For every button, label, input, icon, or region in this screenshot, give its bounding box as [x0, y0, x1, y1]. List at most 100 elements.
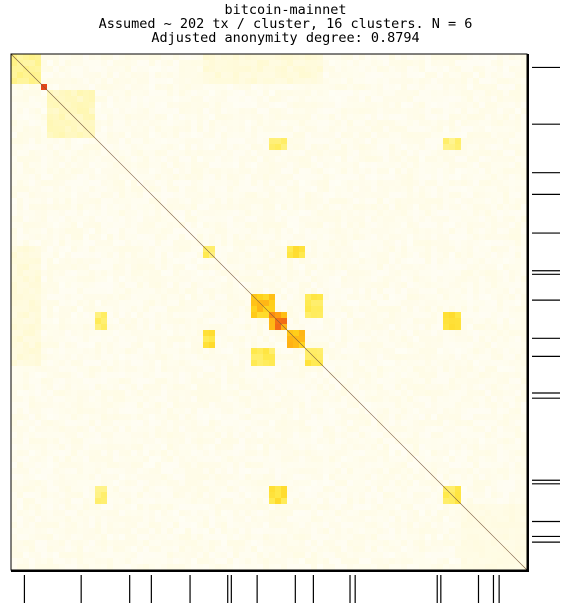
heatmap-cell — [485, 198, 492, 205]
heatmap-cell — [455, 180, 462, 187]
heatmap-cell — [107, 108, 114, 115]
heatmap-cell — [365, 168, 372, 175]
heatmap-cell — [491, 390, 498, 397]
heatmap-cell — [257, 216, 264, 223]
heatmap-cell — [383, 114, 390, 121]
heatmap-cell — [185, 300, 192, 307]
heatmap-cell — [491, 156, 498, 163]
heatmap-cell — [371, 60, 378, 67]
heatmap-cell — [485, 318, 492, 325]
heatmap-cell — [479, 96, 486, 103]
heatmap-cell — [203, 330, 210, 337]
heatmap-cell — [95, 210, 102, 217]
heatmap-cell — [485, 186, 492, 193]
heatmap-cell — [377, 300, 384, 307]
heatmap-cell — [251, 240, 258, 247]
heatmap-cell — [455, 162, 462, 169]
heatmap-cell — [503, 138, 510, 145]
heatmap-cell — [347, 192, 354, 199]
heatmap-cell — [65, 246, 72, 253]
heatmap-cell — [203, 144, 210, 151]
heatmap-cell — [197, 330, 204, 337]
heatmap-cell — [497, 396, 504, 403]
heatmap-cell — [377, 84, 384, 91]
heatmap-cell — [473, 108, 480, 115]
heatmap-cell — [101, 246, 108, 253]
heatmap-cell — [371, 282, 378, 289]
heatmap-cell — [413, 54, 420, 61]
heatmap-cell — [233, 282, 240, 289]
heatmap-cell — [311, 150, 318, 157]
heatmap-cell — [65, 240, 72, 247]
heatmap-cell — [395, 180, 402, 187]
heatmap-cell — [335, 96, 342, 103]
heatmap-cell — [413, 162, 420, 169]
heatmap-cell — [509, 276, 516, 283]
heatmap-cell — [491, 372, 498, 379]
heatmap-cell — [251, 156, 258, 163]
heatmap-cell — [383, 312, 390, 319]
heatmap-cell — [107, 192, 114, 199]
heatmap-cell — [191, 210, 198, 217]
heatmap-cell — [137, 108, 144, 115]
heatmap-cell — [221, 300, 228, 307]
heatmap-cell — [23, 72, 30, 79]
heatmap-cell — [203, 318, 210, 325]
heatmap-cell — [365, 186, 372, 193]
heatmap-cell — [395, 84, 402, 91]
heatmap-cell — [53, 384, 60, 391]
heatmap-cell — [377, 78, 384, 85]
heatmap-cell — [197, 192, 204, 199]
heatmap-cell — [251, 186, 258, 193]
heatmap-cell — [287, 270, 294, 277]
heatmap-cell — [59, 216, 66, 223]
heatmap-cell — [437, 180, 444, 187]
heatmap-cell — [125, 210, 132, 217]
heatmap-cell — [263, 258, 270, 265]
heatmap-cell — [485, 204, 492, 211]
heatmap-cell — [515, 246, 522, 253]
heatmap-cell — [227, 198, 234, 205]
heatmap-cell — [293, 288, 300, 295]
heatmap-cell — [161, 192, 168, 199]
heatmap-cell — [497, 84, 504, 91]
heatmap-cell — [95, 96, 102, 103]
heatmap-cell — [293, 156, 300, 163]
heatmap-cell — [245, 330, 252, 337]
heatmap-cell — [491, 222, 498, 229]
heatmap-cell — [227, 90, 234, 97]
heatmap-cell — [113, 378, 120, 385]
heatmap-cell — [401, 294, 408, 301]
heatmap-cell — [17, 114, 24, 121]
heatmap-cell — [431, 66, 438, 73]
heatmap-cell — [383, 126, 390, 133]
heatmap-cell — [35, 114, 42, 121]
heatmap-cell — [23, 264, 30, 271]
heatmap-cell — [449, 264, 456, 271]
heatmap-cell — [347, 270, 354, 277]
heatmap-cell — [29, 144, 36, 151]
heatmap-cell — [467, 390, 474, 397]
heatmap-cell — [437, 360, 444, 367]
heatmap-cell — [251, 228, 258, 235]
heatmap-cell — [473, 216, 480, 223]
heatmap-cell — [323, 186, 330, 193]
heatmap-cell — [515, 102, 522, 109]
heatmap-cell — [17, 312, 24, 319]
heatmap-cell — [443, 330, 450, 337]
heatmap-cell — [461, 114, 468, 121]
heatmap-cell — [203, 354, 210, 361]
heatmap-cell — [149, 72, 156, 79]
heatmap-cell — [365, 288, 372, 295]
heatmap-cell — [215, 348, 222, 355]
heatmap-cell — [383, 396, 390, 403]
heatmap-cell — [95, 276, 102, 283]
heatmap-cell — [413, 246, 420, 253]
heatmap-cell — [17, 198, 24, 205]
heatmap-cell — [299, 156, 306, 163]
heatmap-cell — [11, 72, 18, 79]
heatmap-cell — [401, 120, 408, 127]
heatmap-cell — [215, 390, 222, 397]
heatmap-cell — [461, 78, 468, 85]
heatmap-cell — [29, 126, 36, 133]
